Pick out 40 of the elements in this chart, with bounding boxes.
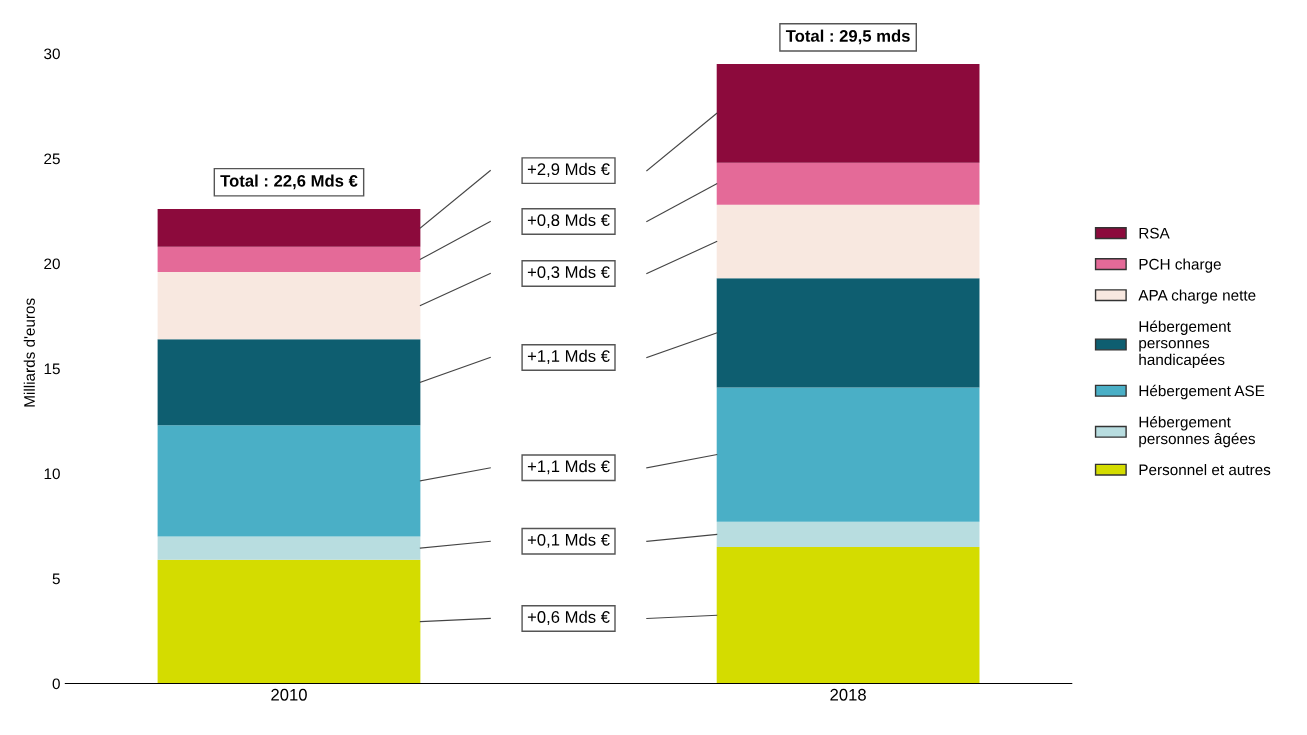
y-axis-title: Milliards d'euros (23, 298, 35, 407)
y-tick-label: 25 (44, 153, 60, 165)
bar (157, 271, 421, 340)
total-label: Total : 29,5 mds (785, 29, 910, 45)
annotation: +0,3 Mds € (527, 265, 610, 280)
bar (716, 521, 980, 548)
annotation: +1,1 Mds € (527, 460, 610, 475)
x-tick-label: 2010 (271, 688, 307, 701)
annotation: +1,1 Mds € (527, 349, 610, 364)
x-tick-label: 2018 (830, 688, 866, 701)
annotation: +0,1 Mds € (527, 533, 610, 548)
bar (716, 204, 980, 279)
y-tick-label: 15 (44, 363, 60, 375)
y-tick-label: 10 (44, 468, 60, 480)
legend-label: Hébergement personnes handicapées (1139, 320, 1231, 369)
legend-label: APA charge nette (1138, 289, 1256, 304)
bar (157, 425, 421, 537)
legend-label: PCH charge (1139, 258, 1221, 273)
bar (716, 64, 980, 163)
annotation: +2,9 Mds € (527, 162, 610, 178)
y-tick-label: 0 (52, 678, 60, 690)
total-label: Total : 22,6 Mds € (220, 174, 358, 190)
y-tick-label: 30 (44, 48, 60, 60)
bar (716, 278, 980, 388)
bar (716, 387, 980, 522)
bar (716, 547, 980, 684)
y-tick-label: 20 (44, 258, 60, 270)
y-tick-label: 5 (52, 573, 60, 585)
legend-label: Hébergement personnes âgées (1139, 416, 1255, 448)
legend-label: Hébergement ASE (1139, 384, 1265, 400)
bar (157, 536, 421, 560)
bar (157, 559, 421, 684)
bar (157, 339, 421, 426)
annotation: +0,8 Mds € (527, 213, 610, 228)
bar (716, 162, 980, 205)
bar (157, 246, 421, 272)
legend-label: RSA (1139, 227, 1170, 239)
annotation: +0,6 Mds € (527, 610, 610, 625)
legend-label: Personnel et autres (1139, 463, 1271, 476)
bar (157, 208, 421, 247)
